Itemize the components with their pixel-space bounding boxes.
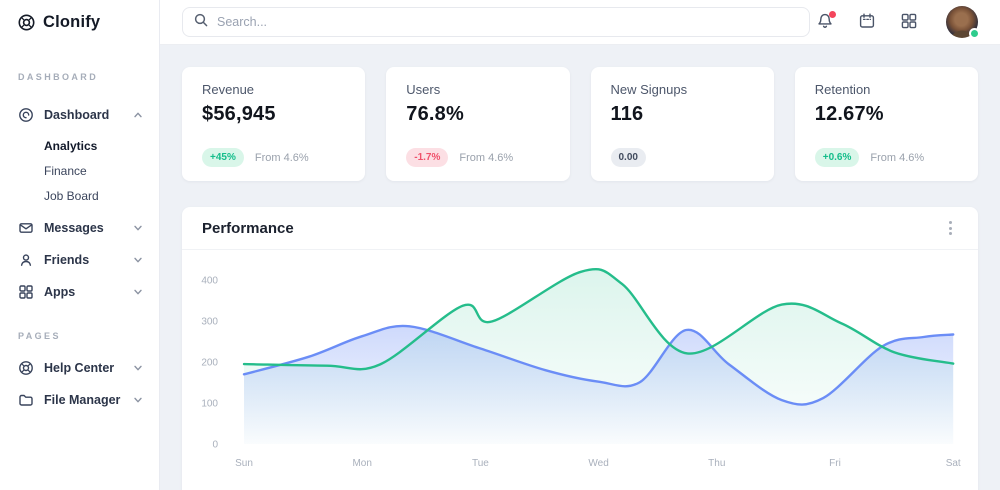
series-blue-area — [244, 325, 954, 444]
stat-card-users: Users 76.8% -1.7% From 4.6% — [386, 67, 570, 181]
series-green-line — [242, 267, 955, 371]
chevron-down-icon[interactable] — [133, 255, 143, 265]
sidebar-subitem-finance[interactable]: Finance — [44, 163, 87, 178]
y-tick-label: 400 — [201, 276, 218, 287]
stat-value: 12.67% — [814, 103, 884, 125]
folder-icon — [18, 392, 34, 408]
status-badge: +45% — [202, 148, 244, 167]
x-tick-label: Tue — [472, 458, 489, 469]
sidebar-item-friends[interactable]: Friends — [0, 244, 159, 276]
brand-name: Clonify — [43, 13, 101, 31]
stat-label: Retention — [814, 82, 871, 97]
section-label-dashboard: DASHBOARD — [18, 72, 99, 82]
sidebar-item-apps[interactable]: Apps — [0, 276, 159, 308]
performance-card: Performance 0 100 200 300 400 Sun Mon Tue Wed Thu… — [182, 207, 978, 490]
sidebar-item-file-manager[interactable]: File Manager — [0, 384, 159, 416]
sidebar-item-dashboard[interactable]: Dashboard — [0, 99, 159, 131]
stat-label: New Signups — [610, 82, 688, 97]
chevron-down-icon[interactable] — [133, 287, 143, 297]
content: Revenue $56,945 +45% From 4.6% Users 76.… — [160, 45, 1000, 490]
notification-dot — [829, 10, 836, 18]
brand-logo[interactable]: Clonify — [0, 0, 159, 32]
stat-label: Revenue — [202, 82, 255, 97]
lifebuoy-icon — [18, 360, 34, 376]
sidebar-item-messages[interactable]: Messages — [0, 212, 159, 244]
topbar — [160, 0, 1000, 45]
y-tick-label: 0 — [212, 440, 218, 451]
section-label-pages: PAGES — [18, 331, 61, 341]
stat-card-new-signups: New Signups 116 0.00 — [590, 67, 774, 181]
x-tick-label: Wed — [588, 458, 608, 469]
dashboard-submenu: Analytics Finance Job Board — [0, 131, 159, 212]
stat-card-retention: Retention 12.67% +0.6% From 4.6% — [794, 67, 978, 181]
stat-note: From 4.6% — [870, 151, 925, 164]
sidebar: Clonify DASHBOARD Dashboard Analytics — [0, 0, 160, 490]
chart-body: 0 100 200 300 400 Sun Mon Tue Wed Thu Fri Sat — [182, 250, 978, 489]
topbar-actions — [816, 6, 980, 39]
calendar-icon — [858, 12, 876, 33]
y-tick-label: 300 — [201, 317, 218, 328]
main-area: Revenue $56,945 +45% From 4.6% Users 76.… — [160, 0, 1000, 490]
sidebar-item-help-center[interactable]: Help Center — [0, 352, 159, 384]
disc-icon — [18, 107, 34, 123]
y-tick-label: 200 — [201, 358, 218, 369]
series-blue-line — [242, 324, 955, 406]
status-badge: +0.6% — [814, 148, 860, 167]
kebab-menu-icon[interactable] — [943, 217, 958, 239]
sidebar-nav: Dashboard Analytics Finance Job Board — [0, 99, 159, 308]
online-status-dot — [969, 28, 980, 39]
stat-note: From 4.6% — [459, 151, 514, 164]
apps-launcher-button[interactable] — [900, 12, 918, 33]
status-badge: -1.7% — [406, 148, 449, 167]
x-tick-label: Fri — [829, 458, 841, 469]
x-tick-label: Sat — [946, 458, 961, 469]
chevron-down-icon[interactable] — [133, 223, 143, 233]
notifications-button[interactable] — [816, 10, 836, 33]
stat-value: 76.8% — [406, 103, 464, 125]
avatar[interactable] — [946, 6, 980, 39]
apps-grid-icon — [900, 12, 918, 33]
chevron-down-icon[interactable] — [133, 363, 143, 373]
stat-cards: Revenue $56,945 +45% From 4.6% Users 76.… — [182, 67, 978, 181]
y-tick-label: 100 — [201, 399, 218, 410]
search-box[interactable] — [182, 7, 810, 37]
stat-value: $56,945 — [202, 103, 276, 125]
calendar-button[interactable] — [858, 12, 876, 33]
bell-icon — [816, 12, 834, 33]
chart-title: Performance — [202, 219, 294, 237]
clonify-logo-icon — [17, 13, 36, 32]
performance-card-header: Performance — [182, 207, 978, 250]
search-icon — [193, 12, 209, 33]
x-tick-label: Sun — [235, 458, 253, 469]
sidebar-subitem-analytics[interactable]: Analytics — [44, 138, 98, 153]
envelope-icon — [18, 220, 34, 236]
status-badge: 0.00 — [610, 148, 646, 167]
sidebar-subitem-job-board[interactable]: Job Board — [44, 188, 99, 203]
search-input[interactable] — [217, 15, 799, 29]
chevron-up-icon[interactable] — [133, 110, 143, 120]
x-tick-label: Thu — [708, 458, 725, 469]
stat-card-revenue: Revenue $56,945 +45% From 4.6% — [182, 67, 366, 181]
sidebar-item-label: Dashboard — [44, 108, 110, 122]
stat-value: 116 — [610, 103, 644, 125]
grid-icon — [18, 284, 34, 300]
x-tick-label: Mon — [352, 458, 371, 469]
stat-label: Users — [406, 82, 441, 97]
sidebar-nav-pages: Help Center File Manager — [0, 352, 159, 416]
stat-note: From 4.6% — [254, 151, 309, 164]
user-icon — [18, 252, 34, 268]
performance-chart: 0 100 200 300 400 Sun Mon Tue Wed Thu Fri Sat — [201, 267, 961, 469]
chevron-down-icon[interactable] — [133, 395, 143, 405]
